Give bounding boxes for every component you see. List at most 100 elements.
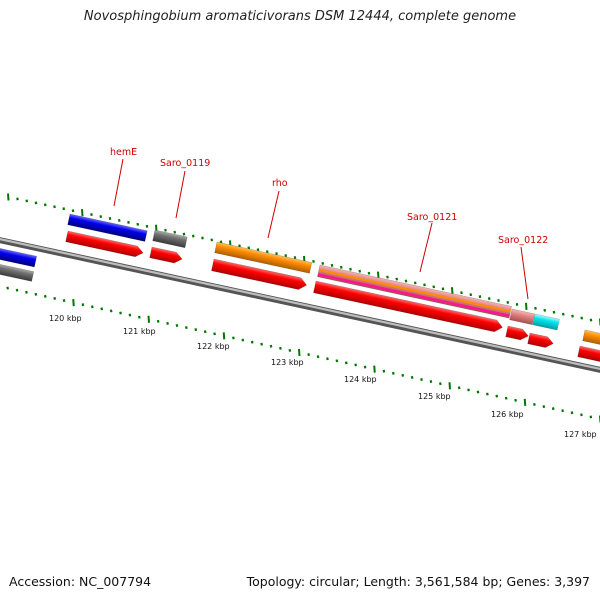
- outer-track-minor-tick: [478, 295, 482, 299]
- outer-track-minor-tick: [571, 314, 574, 318]
- outer-track-minor-tick: [330, 263, 334, 267]
- gene-blue-left[interactable]: [0, 243, 38, 268]
- gene-rho[interactable]: [214, 241, 313, 274]
- cds-rho[interactable]: [211, 258, 308, 291]
- cds-saro-0122[interactable]: [505, 325, 530, 341]
- inner-track-minor-tick: [260, 342, 263, 346]
- outer-track-minor-tick: [201, 236, 204, 240]
- outer-track-minor-tick: [34, 201, 38, 205]
- cds-right-edge[interactable]: [577, 345, 600, 363]
- outer-track-minor-tick: [358, 269, 362, 273]
- inner-track-minor-tick: [429, 380, 433, 384]
- inner-track-minor-tick: [100, 307, 104, 311]
- gene-label-rho-text: rho: [272, 178, 288, 189]
- gene-gray-left[interactable]: [0, 259, 35, 282]
- gene-label-saro-0121[interactable]: Saro_0121: [407, 212, 457, 273]
- gene-hemE[interactable]: [67, 213, 148, 242]
- inner-track-minor-tick: [420, 378, 423, 381]
- inner-track-minor-tick: [62, 299, 66, 303]
- gene-orange-right[interactable]: [582, 329, 600, 348]
- gene-label-rho[interactable]: rho: [267, 178, 288, 239]
- outer-track-minor-tick: [25, 199, 29, 203]
- scale-label-124: 124 kbp: [344, 375, 377, 384]
- outer-track-major-tick: [7, 193, 10, 201]
- inner-track-major-tick: [147, 315, 150, 323]
- outer-track-minor-tick: [469, 293, 473, 297]
- outer-track-minor-tick: [182, 232, 186, 236]
- outer-track-minor-tick: [256, 248, 260, 252]
- inner-tick-track: [6, 286, 600, 423]
- outer-track-minor-tick: [386, 275, 389, 279]
- gene-saro-0122[interactable]: [509, 308, 535, 325]
- gene-saro-0119[interactable]: [152, 229, 188, 249]
- cds-saro-0119[interactable]: [149, 246, 184, 265]
- inner-track-minor-tick: [391, 371, 395, 375]
- inner-track-minor-tick: [401, 373, 405, 377]
- outer-track-minor-tick: [71, 209, 75, 213]
- outer-track-major-tick: [377, 271, 380, 279]
- outer-track-minor-tick: [515, 302, 519, 306]
- outer-track-minor-tick: [432, 285, 436, 289]
- inner-track-minor-tick: [467, 388, 470, 392]
- gene-label-saro-0122[interactable]: Saro_0122: [498, 235, 548, 300]
- outer-track-minor-tick: [339, 265, 343, 269]
- outer-track-minor-tick: [312, 259, 315, 263]
- map-title: Novosphingobium aromaticivorans DSM 1244…: [83, 9, 517, 24]
- inner-track-minor-tick: [241, 338, 245, 342]
- outer-track-minor-tick: [534, 306, 537, 310]
- inner-track-minor-tick: [344, 361, 348, 365]
- outer-track-minor-tick: [164, 228, 167, 232]
- inner-track-minor-tick: [335, 359, 339, 363]
- cds-saro-0121[interactable]: [313, 280, 503, 333]
- inner-track-minor-tick: [561, 409, 564, 413]
- outer-track-minor-tick: [497, 299, 500, 302]
- inner-track-major-tick: [448, 382, 451, 390]
- outer-track-minor-tick: [173, 230, 177, 234]
- inner-track-minor-tick: [81, 303, 85, 307]
- gene-label-saro-0119[interactable]: Saro_0119: [160, 158, 210, 219]
- cds-hemE[interactable]: [65, 230, 145, 258]
- outer-track-minor-tick: [43, 203, 47, 207]
- inner-track-major-tick: [373, 365, 376, 373]
- gene-cyan-right[interactable]: [532, 313, 560, 331]
- cds-cyan-right[interactable]: [527, 332, 555, 349]
- inner-track-minor-tick: [410, 375, 414, 379]
- outer-track-major-tick: [525, 302, 528, 310]
- inner-track-minor-tick: [194, 328, 198, 332]
- scale-label-127: 127 kbp: [564, 430, 597, 439]
- inner-track-minor-tick: [43, 294, 47, 298]
- outer-track-minor-tick: [321, 261, 325, 265]
- inner-track-minor-tick: [363, 365, 367, 369]
- inner-track-minor-tick: [514, 398, 517, 402]
- outer-track-minor-tick: [404, 279, 408, 283]
- outer-track-minor-tick: [487, 297, 491, 301]
- inner-track-minor-tick: [486, 392, 489, 396]
- inner-track-major-tick: [298, 348, 301, 357]
- inner-track-minor-tick: [90, 305, 94, 309]
- inner-track-minor-tick: [354, 363, 358, 367]
- inner-track-minor-tick: [495, 394, 499, 398]
- inner-track-minor-tick: [288, 348, 292, 352]
- outer-track-minor-tick: [561, 312, 565, 316]
- inner-track-minor-tick: [439, 382, 442, 386]
- inner-track-major-tick: [523, 398, 527, 406]
- inner-track-minor-tick: [15, 288, 19, 292]
- outer-track-minor-tick: [460, 291, 463, 295]
- inner-track-minor-tick: [156, 319, 160, 323]
- outer-track-minor-tick: [136, 222, 140, 226]
- inner-track-minor-tick: [542, 405, 546, 408]
- outer-track-minor-tick: [108, 217, 112, 220]
- outer-track-major-tick: [81, 209, 84, 217]
- inner-track-minor-tick: [175, 324, 179, 327]
- inner-track-minor-tick: [185, 326, 188, 330]
- gene-label-hemE[interactable]: hemE: [110, 147, 137, 207]
- inner-track-minor-tick: [53, 297, 57, 300]
- inner-track-minor-tick: [279, 346, 282, 350]
- outer-track-minor-tick: [127, 220, 130, 224]
- genome-backbone: [0, 237, 600, 373]
- outer-track-minor-tick: [117, 218, 121, 222]
- inner-track-minor-tick: [119, 311, 122, 315]
- inner-track-minor-tick: [504, 396, 508, 400]
- scale-label-121: 121 kbp: [123, 327, 156, 336]
- inner-track-minor-tick: [203, 330, 207, 334]
